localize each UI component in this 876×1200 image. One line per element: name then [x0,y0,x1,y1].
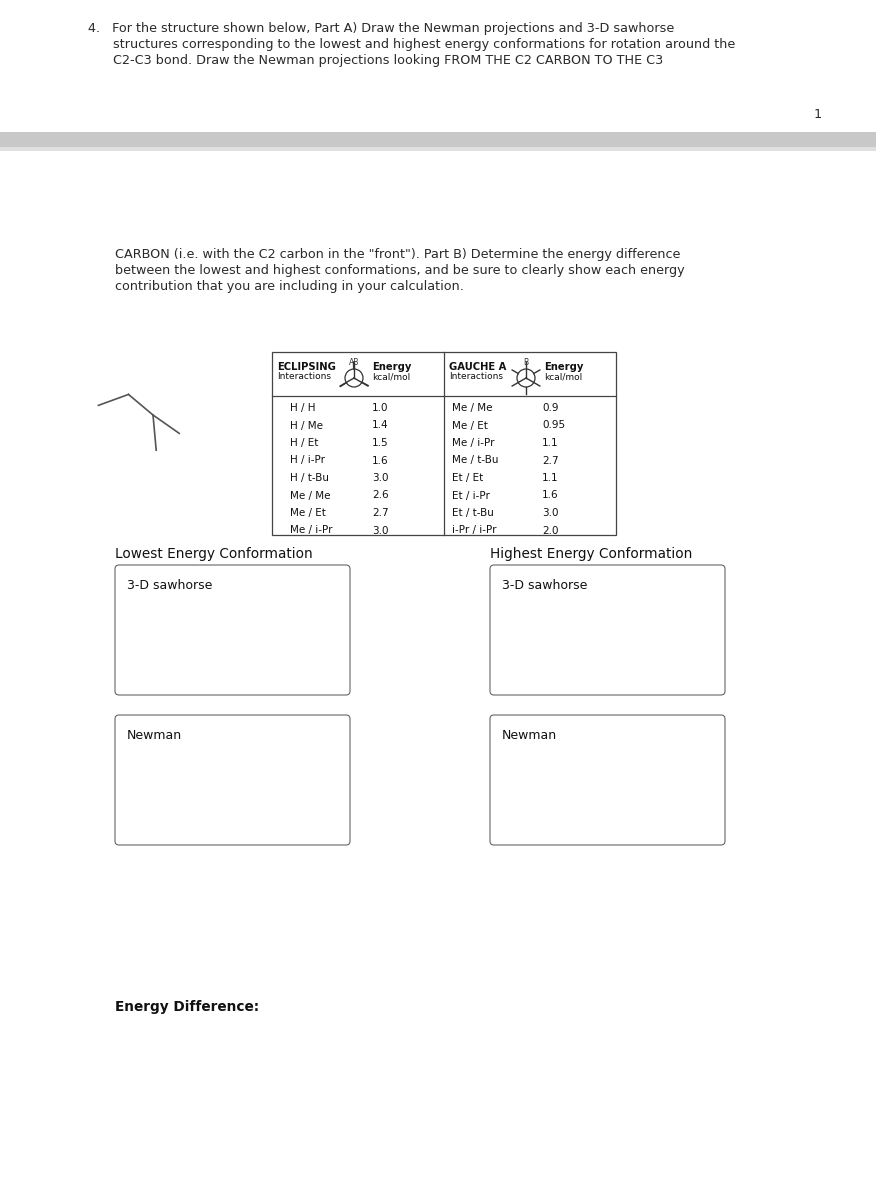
Text: H / Me: H / Me [290,420,323,431]
Text: between the lowest and highest conformations, and be sure to clearly show each e: between the lowest and highest conformat… [115,264,685,277]
FancyBboxPatch shape [490,565,725,695]
FancyBboxPatch shape [490,715,725,845]
Text: Lowest Energy Conformation: Lowest Energy Conformation [115,547,313,560]
Text: contribution that you are including in your calculation.: contribution that you are including in y… [115,280,464,293]
Bar [0,146,876,151]
Text: 1.6: 1.6 [372,456,389,466]
Text: 1.4: 1.4 [372,420,389,431]
Text: Interactions: Interactions [277,372,331,382]
Text: ECLIPSING: ECLIPSING [277,362,336,372]
Text: Energy: Energy [544,362,583,372]
Text: 3-D sawhorse: 3-D sawhorse [502,578,588,592]
Text: H / H: H / H [290,403,315,413]
Bar [272,352,616,535]
Text: Et / Et: Et / Et [452,473,484,482]
Text: Me / i-Pr: Me / i-Pr [290,526,333,535]
Text: 3-D sawhorse: 3-D sawhorse [127,578,212,592]
Text: Newman: Newman [127,728,182,742]
Text: 2.0: 2.0 [542,526,559,535]
Text: 1.6: 1.6 [542,491,559,500]
FancyBboxPatch shape [115,715,350,845]
Text: B: B [524,358,528,367]
Text: kcal/mol: kcal/mol [544,372,583,382]
Text: Me / Et: Me / Et [452,420,488,431]
Text: C2-C3 bond. Draw the Newman projections looking FROM THE C2 CARBON TO THE C3: C2-C3 bond. Draw the Newman projections … [113,54,663,67]
Text: AB: AB [349,358,359,367]
Text: Me / Me: Me / Me [290,491,330,500]
Text: kcal/mol: kcal/mol [372,372,410,382]
Text: Me / i-Pr: Me / i-Pr [452,438,494,448]
Text: Me / Me: Me / Me [452,403,492,413]
Text: 1: 1 [814,108,822,121]
Text: 1.5: 1.5 [372,438,389,448]
Text: Energy: Energy [372,362,412,372]
Text: 3.0: 3.0 [542,508,559,518]
Text: 0.95: 0.95 [542,420,565,431]
Text: Et / i-Pr: Et / i-Pr [452,491,490,500]
FancyBboxPatch shape [115,565,350,695]
Text: Newman: Newman [502,728,557,742]
Text: Me / t-Bu: Me / t-Bu [452,456,498,466]
Text: GAUCHE A: GAUCHE A [449,362,506,372]
Text: Me / Et: Me / Et [290,508,326,518]
Text: H / t-Bu: H / t-Bu [290,473,329,482]
Text: 0.9: 0.9 [542,403,559,413]
Text: 3.0: 3.0 [372,526,388,535]
Text: 2.7: 2.7 [372,508,389,518]
Text: H / i-Pr: H / i-Pr [290,456,325,466]
Text: Interactions: Interactions [449,372,503,382]
Text: structures corresponding to the lowest and highest energy conformations for rota: structures corresponding to the lowest a… [113,38,735,50]
Text: 1.1: 1.1 [542,438,559,448]
Text: 3.0: 3.0 [372,473,388,482]
Text: Energy Difference:: Energy Difference: [115,1000,259,1014]
Text: 1.1: 1.1 [542,473,559,482]
Text: Et / t-Bu: Et / t-Bu [452,508,494,518]
Text: H / Et: H / Et [290,438,318,448]
Text: 4.   For the structure shown below, Part A) Draw the Newman projections and 3-D : 4. For the structure shown below, Part A… [88,22,675,35]
Text: Highest Energy Conformation: Highest Energy Conformation [490,547,692,560]
Bar [0,132,876,146]
Text: CARBON (i.e. with the C2 carbon in the "front"). Part B) Determine the energy di: CARBON (i.e. with the C2 carbon in the "… [115,248,681,260]
Text: 2.6: 2.6 [372,491,389,500]
Text: i-Pr / i-Pr: i-Pr / i-Pr [452,526,497,535]
Text: 1.0: 1.0 [372,403,388,413]
Text: 2.7: 2.7 [542,456,559,466]
